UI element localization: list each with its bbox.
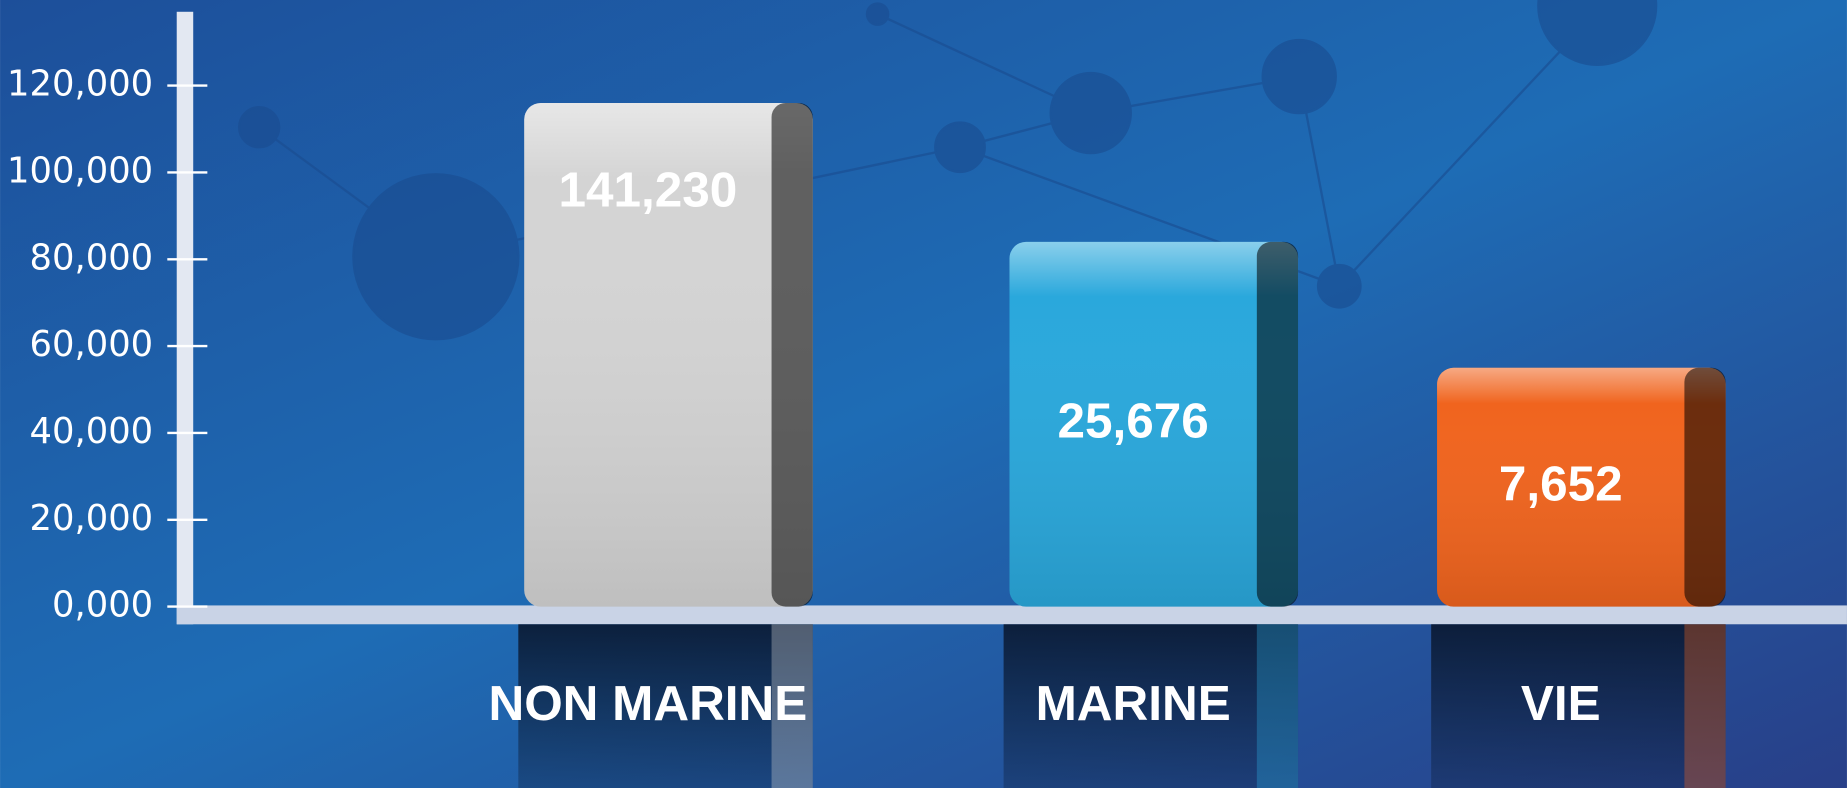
- y-tick-label: 40,000: [30, 411, 154, 452]
- page: {"chart_data":{"type":"bar", "categories…: [0, 0, 1847, 788]
- y-tick-label: 0,000: [52, 585, 153, 626]
- y-axis: [177, 12, 193, 624]
- x-tick-label: VIE: [1521, 676, 1601, 731]
- data-label: 25,676: [1058, 393, 1209, 448]
- bar-side: [1257, 242, 1298, 607]
- y-tick-label: 60,000: [30, 324, 154, 365]
- bar-side: [1684, 368, 1725, 607]
- bar-reflection: [1257, 624, 1298, 788]
- data-label: 7,652: [1499, 456, 1623, 511]
- data-label: 141,230: [558, 163, 737, 218]
- bar-side: [772, 103, 813, 607]
- x-tick-label: NON MARINE: [488, 676, 807, 731]
- y-tick-label: 80,000: [30, 237, 154, 278]
- bar-reflection: [1684, 624, 1725, 788]
- x-axis: [177, 605, 1847, 624]
- x-tick-label: MARINE: [1036, 676, 1231, 731]
- chart: 0,000 20,000 40,000 60,000 80,000 100,000 120,…: [0, 0, 1847, 788]
- y-tick-label: 120,000: [7, 64, 153, 105]
- y-tick-label: 100,000: [7, 150, 153, 191]
- y-tick-label: 20,000: [30, 498, 154, 539]
